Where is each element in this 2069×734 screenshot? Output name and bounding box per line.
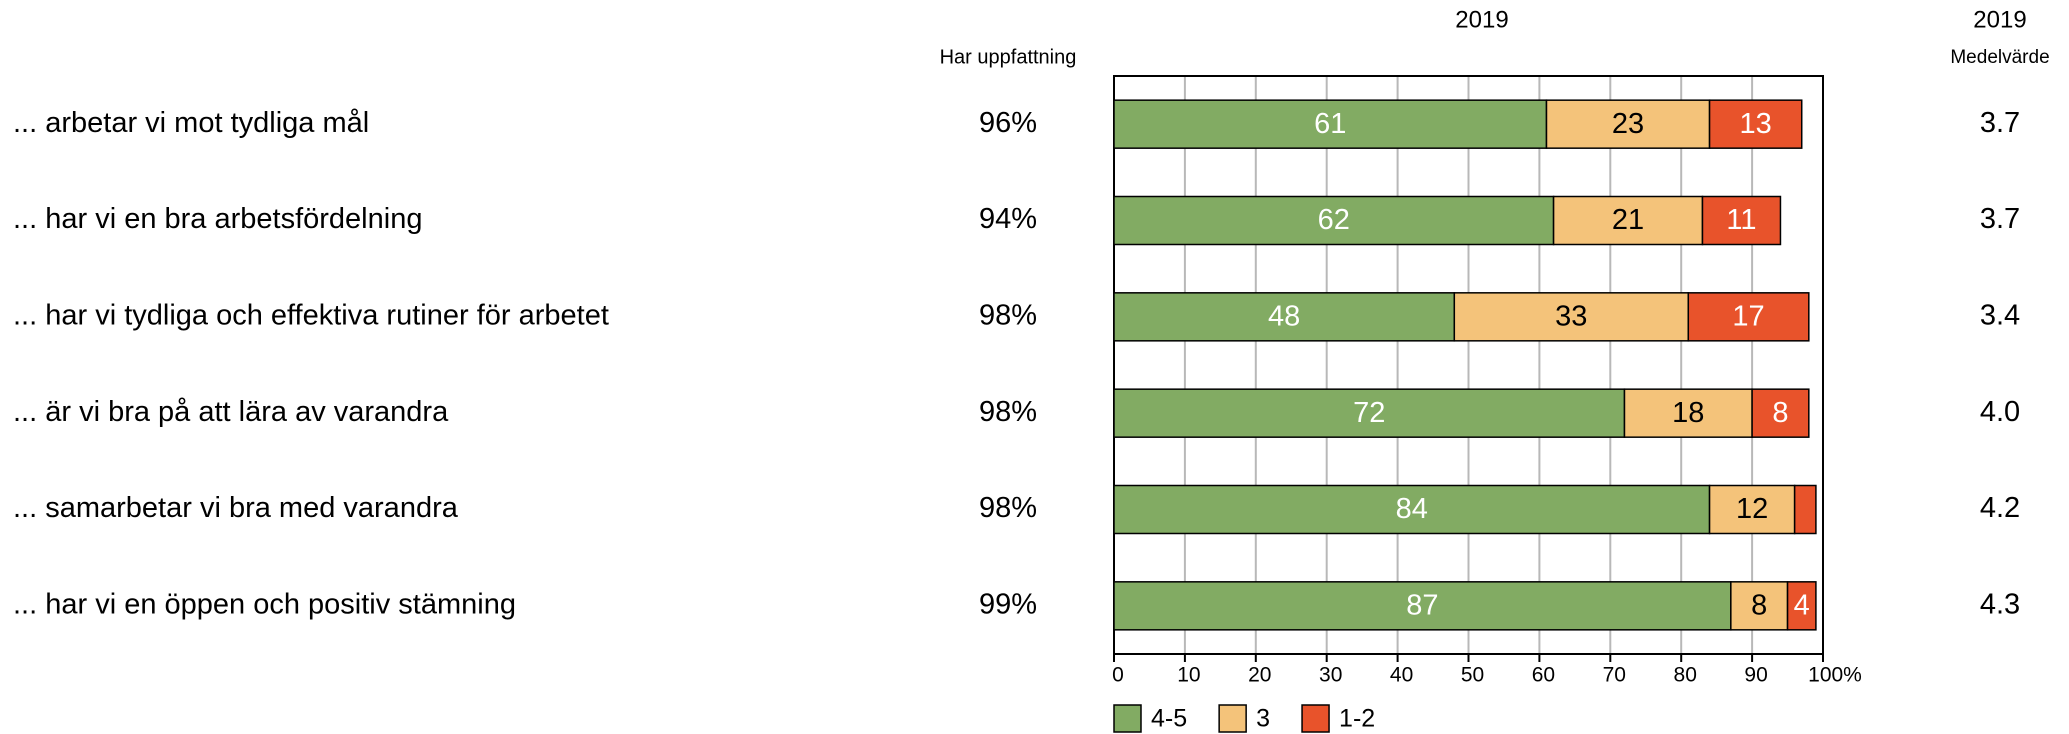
legend-swatch [1218, 704, 1247, 733]
mean-header: Medelvärde [1950, 47, 2049, 68]
x-tick-label: 80 [1674, 664, 1697, 687]
legend-swatch [1113, 704, 1142, 733]
chart-title: 2019 [1455, 6, 1508, 33]
category-label: ... har vi tydliga och effektiva rutiner… [13, 299, 609, 331]
bar-segment [1708, 484, 1796, 535]
value-label: 21 [1612, 204, 1644, 236]
value-label: 4 [1794, 589, 1810, 621]
value-label: 13 [1740, 108, 1772, 140]
x-tick-label: 90 [1744, 664, 1767, 687]
mean-year: 2019 [1973, 6, 2026, 33]
category-label: ... har vi en öppen och positiv stämning [13, 588, 516, 620]
bar-segment [1687, 292, 1810, 342]
bar-segment [1113, 581, 1732, 631]
share-value: 98% [979, 492, 1037, 524]
share-value: 98% [979, 299, 1037, 331]
legend-swatch [1301, 704, 1330, 733]
mean-value: 3.7 [1980, 203, 2020, 235]
value-label: 62 [1318, 204, 1350, 236]
category-label: ... arbetar vi mot tydliga mål [13, 107, 369, 139]
value-label: 84 [1396, 493, 1428, 525]
category-label: ... samarbetar vi bra med varandra [13, 492, 459, 524]
plot-frame [1113, 75, 1824, 655]
x-tick-label: 60 [1532, 664, 1555, 687]
mean-value: 4.3 [1980, 588, 2020, 620]
x-tick-label: 10 [1177, 664, 1200, 687]
value-label: 87 [1406, 589, 1438, 621]
legend-label: 3 [1256, 705, 1270, 733]
mean-value: 3.7 [1980, 107, 2020, 139]
legend-label: 4-5 [1151, 705, 1187, 733]
bar-segment [1786, 581, 1817, 631]
value-label: 23 [1612, 108, 1644, 140]
x-tick-label: 30 [1319, 664, 1342, 687]
mean-value: 3.4 [1980, 299, 2020, 331]
value-label: 33 [1555, 300, 1587, 332]
share-value: 98% [979, 396, 1037, 428]
share-value: 94% [979, 203, 1037, 235]
bar-segment [1701, 195, 1782, 246]
bar-segment [1113, 99, 1548, 149]
x-tick-label: 70 [1603, 664, 1626, 687]
value-label: 48 [1268, 300, 1300, 332]
x-tick-label: 50 [1461, 664, 1484, 687]
share-value: 96% [979, 107, 1037, 139]
bar-segment [1552, 195, 1704, 246]
value-label: 12 [1736, 493, 1768, 525]
mean-value: 4.2 [1980, 492, 2020, 524]
x-tick-label: 0 [1112, 664, 1124, 687]
value-label: 17 [1732, 300, 1764, 332]
mean-value: 4.0 [1980, 396, 2020, 428]
legend-label: 1-2 [1339, 705, 1375, 733]
bar-segment [1453, 292, 1690, 342]
bar-segment [1708, 99, 1803, 149]
value-label: 8 [1751, 589, 1767, 621]
category-label: ... har vi en bra arbetsfördelning [13, 203, 422, 235]
value-label: 11 [1726, 204, 1756, 236]
share-value: 99% [979, 588, 1037, 620]
category-label: ... är vi bra på att lära av varandra [13, 396, 449, 428]
value-label: 18 [1672, 397, 1704, 429]
x-tick-label: 40 [1390, 664, 1413, 687]
bar-segment [1751, 388, 1810, 438]
x-tick-label: 20 [1248, 664, 1271, 687]
value-label: 72 [1353, 397, 1385, 429]
bar-segment [1113, 292, 1456, 342]
share-header: Har uppfattning [940, 46, 1077, 68]
bar-segment [1793, 484, 1817, 535]
x-tick-label: 100% [1808, 664, 1862, 687]
bar-segment [1545, 99, 1711, 149]
bar-segment [1113, 388, 1626, 438]
value-label: 8 [1772, 397, 1788, 429]
value-label: 61 [1314, 108, 1346, 140]
